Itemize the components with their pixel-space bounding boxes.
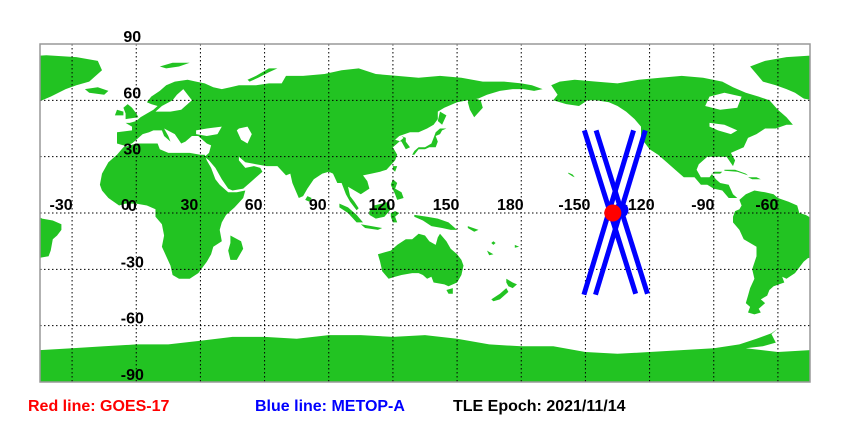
legend: Red line: GOES-17 Blue line: METOP-A TLE… bbox=[0, 398, 850, 418]
landmass-kamchatka bbox=[467, 96, 483, 118]
axis-labels: -30 0 30 60 90 120 150 180 -150 -120 -90 -60 90 60 30 0… bbox=[50, 29, 779, 384]
longitude-label: -30 bbox=[50, 197, 73, 214]
landmass-novaya-zemlya bbox=[247, 68, 278, 82]
landmass-vanuatu bbox=[491, 241, 496, 245]
longitude-label: -60 bbox=[755, 197, 778, 214]
landmass-sri-lanka bbox=[305, 196, 312, 202]
satellite-markers bbox=[604, 202, 629, 222]
longitude-label: 30 bbox=[181, 197, 199, 214]
latitude-label: 0 bbox=[128, 198, 137, 215]
longitude-label: -120 bbox=[623, 197, 655, 214]
landmass-sakhalin bbox=[437, 111, 447, 125]
landmass-tasmania bbox=[446, 288, 453, 294]
landmass-eurasia bbox=[117, 68, 543, 211]
longitude-label: 120 bbox=[369, 197, 396, 214]
longitude-label: 90 bbox=[309, 197, 327, 214]
longitude-label: 150 bbox=[433, 197, 460, 214]
landmass-taiwan bbox=[392, 166, 398, 172]
landmass-java bbox=[360, 224, 383, 230]
latitude-label: -30 bbox=[121, 254, 144, 271]
landmass-north-america bbox=[0, 76, 23, 198]
map-geography-layer bbox=[0, 55, 810, 382]
landmass-new-zealand-north bbox=[506, 278, 517, 289]
longitude-label: -150 bbox=[558, 197, 590, 214]
landmass-solomons bbox=[467, 226, 479, 232]
longitude-label: 180 bbox=[497, 197, 524, 214]
landmass-borneo bbox=[369, 201, 391, 219]
landmass-philippines bbox=[390, 179, 404, 200]
landmass-antarctica bbox=[40, 328, 810, 382]
geo-wrap-right bbox=[551, 55, 810, 382]
goes17-marker bbox=[604, 204, 622, 222]
legend-metopa-label: Blue line: METOP-A bbox=[255, 398, 405, 415]
longitude-label: 60 bbox=[245, 197, 263, 214]
water-black-sea bbox=[196, 126, 222, 136]
landmass-new-zealand-south bbox=[491, 288, 509, 302]
latitude-label: 30 bbox=[123, 142, 141, 159]
landmass-new-caledonia bbox=[487, 250, 494, 256]
landmass-madagascar bbox=[228, 235, 244, 260]
legend-goes17-label: Red line: GOES-17 bbox=[28, 398, 170, 415]
water-baltic-sea bbox=[155, 89, 192, 112]
landmass-ireland bbox=[114, 109, 124, 116]
longitude-label: -90 bbox=[691, 197, 714, 214]
water-caspian-sea bbox=[236, 126, 252, 144]
landmass-fiji bbox=[514, 244, 520, 248]
landmass-australia bbox=[377, 233, 464, 287]
landmass-south-america bbox=[40, 217, 62, 258]
geo-base bbox=[0, 55, 810, 382]
landmass-great-britain bbox=[123, 104, 139, 120]
landmass-sulawesi bbox=[390, 211, 400, 223]
landmass-svalbard bbox=[159, 62, 190, 69]
latitude-label: -90 bbox=[121, 367, 144, 384]
map-frame bbox=[39, 43, 811, 383]
landmass-greenland bbox=[40, 55, 102, 101]
graticule bbox=[40, 44, 810, 382]
latitude-label: -60 bbox=[121, 311, 144, 328]
landmass-new-guinea bbox=[414, 214, 458, 230]
legend-tle-epoch-label: TLE Epoch: 2021/11/14 bbox=[453, 398, 626, 415]
landmass-iceland bbox=[84, 87, 109, 95]
latitude-label: 60 bbox=[123, 85, 141, 102]
geo-wrap-left bbox=[40, 55, 41, 382]
latitude-label: 90 bbox=[123, 29, 141, 46]
landmass-japan bbox=[412, 128, 447, 155]
landmass-sumatra bbox=[339, 203, 363, 223]
longitude-label: 0 bbox=[121, 197, 130, 214]
